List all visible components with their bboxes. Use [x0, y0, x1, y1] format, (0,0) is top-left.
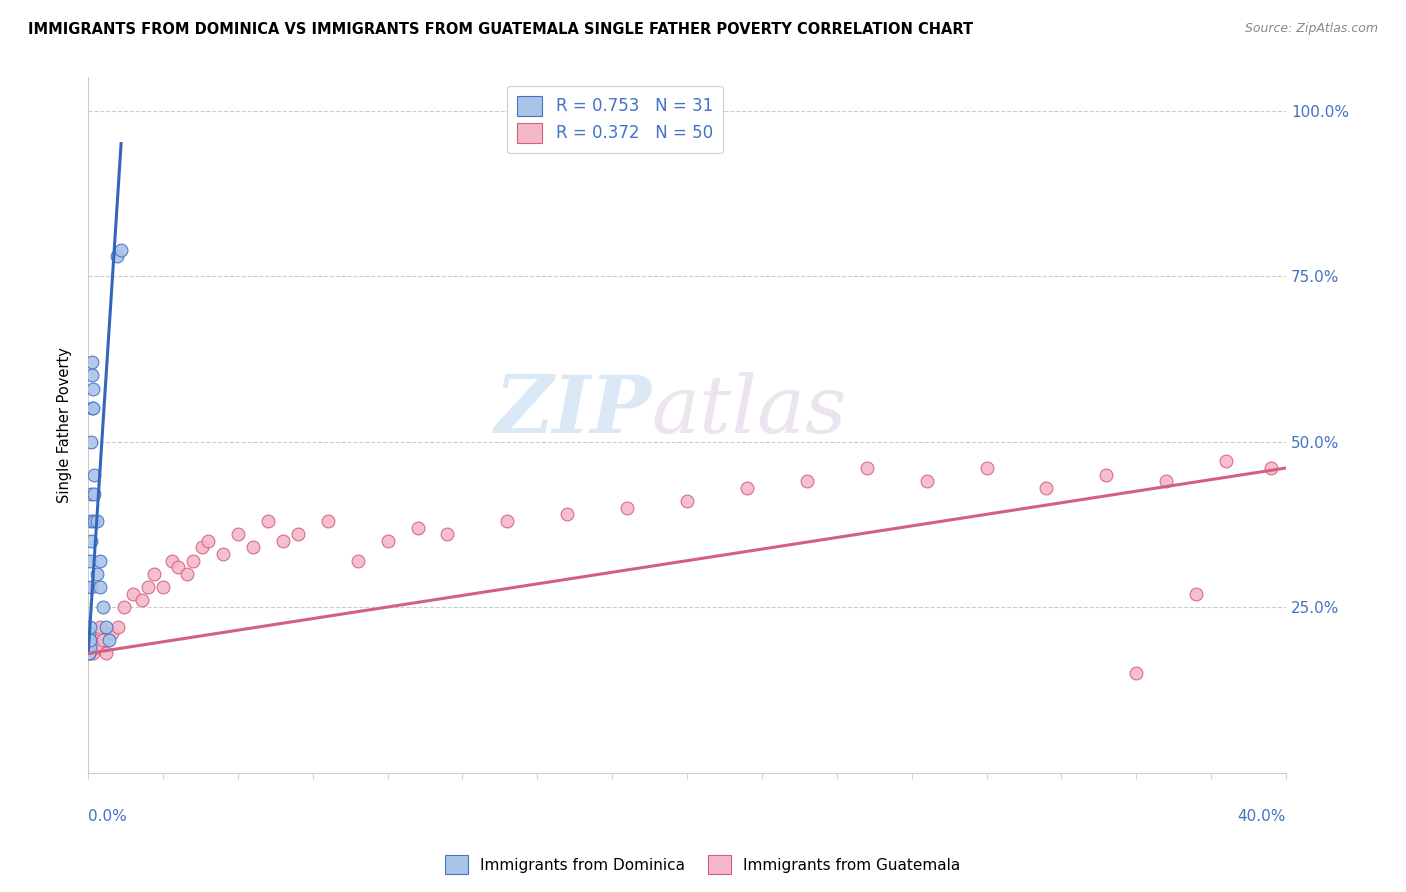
Point	[1095, 467, 1118, 482]
Point	[80, 434, 103, 449]
Point	[176, 566, 198, 581]
Point	[98, 633, 121, 648]
Point	[83, 633, 105, 648]
Point	[83, 487, 105, 501]
Point	[94, 646, 117, 660]
Point	[89, 554, 111, 568]
Point	[1035, 481, 1057, 495]
Point	[855, 461, 877, 475]
Point	[89, 620, 111, 634]
Point	[616, 500, 638, 515]
Point	[91, 633, 114, 648]
Point	[83, 467, 105, 482]
Legend: Immigrants from Dominica, Immigrants from Guatemala: Immigrants from Dominica, Immigrants fro…	[439, 849, 967, 880]
Point	[436, 527, 458, 541]
Legend: R = 0.753   N = 31, R = 0.372   N = 50: R = 0.753 N = 31, R = 0.372 N = 50	[508, 86, 723, 153]
Point	[796, 475, 818, 489]
Point	[143, 566, 166, 581]
Text: 40.0%: 40.0%	[1237, 809, 1286, 824]
Point	[89, 580, 111, 594]
Point	[131, 593, 153, 607]
Point	[86, 566, 108, 581]
Text: atlas: atlas	[651, 372, 846, 450]
Point	[1125, 666, 1147, 681]
Point	[79, 580, 101, 594]
Text: 0.0%: 0.0%	[89, 809, 127, 824]
Point	[496, 514, 519, 528]
Point	[735, 481, 758, 495]
Point	[406, 520, 429, 534]
Text: Source: ZipAtlas.com: Source: ZipAtlas.com	[1244, 22, 1378, 36]
Point	[256, 514, 278, 528]
Y-axis label: Single Father Poverty: Single Father Poverty	[58, 347, 72, 503]
Point	[107, 620, 129, 634]
Point	[555, 508, 578, 522]
Point	[160, 554, 183, 568]
Text: ZIP: ZIP	[495, 372, 651, 450]
Point	[80, 533, 103, 548]
Point	[1260, 461, 1282, 475]
Point	[181, 554, 204, 568]
Point	[112, 600, 135, 615]
Point	[82, 382, 104, 396]
Point	[82, 355, 104, 369]
Point	[287, 527, 309, 541]
Point	[226, 527, 249, 541]
Point	[94, 620, 117, 634]
Point	[77, 640, 100, 654]
Point	[77, 646, 100, 660]
Point	[167, 560, 190, 574]
Text: IMMIGRANTS FROM DOMINICA VS IMMIGRANTS FROM GUATEMALA SINGLE FATHER POVERTY CORR: IMMIGRANTS FROM DOMINICA VS IMMIGRANTS F…	[28, 22, 973, 37]
Point	[377, 533, 399, 548]
Point	[86, 640, 108, 654]
Point	[1185, 587, 1208, 601]
Point	[77, 640, 100, 654]
Point	[79, 646, 101, 660]
Point	[79, 626, 101, 640]
Point	[242, 541, 264, 555]
Point	[271, 533, 294, 548]
Point	[676, 494, 699, 508]
Point	[976, 461, 998, 475]
Point	[79, 646, 101, 660]
Point	[80, 514, 103, 528]
Point	[80, 487, 103, 501]
Point	[80, 401, 103, 416]
Point	[191, 541, 214, 555]
Point	[80, 368, 103, 383]
Point	[77, 633, 100, 648]
Point	[80, 640, 103, 654]
Point	[1154, 475, 1177, 489]
Point	[212, 547, 235, 561]
Point	[316, 514, 339, 528]
Point	[91, 600, 114, 615]
Point	[82, 401, 104, 416]
Point	[110, 243, 132, 257]
Point	[346, 554, 368, 568]
Point	[79, 640, 101, 654]
Point	[122, 587, 145, 601]
Point	[79, 620, 101, 634]
Point	[82, 646, 104, 660]
Point	[136, 580, 159, 594]
Point	[915, 475, 938, 489]
Point	[1215, 454, 1237, 468]
Point	[105, 249, 128, 263]
Point	[101, 626, 124, 640]
Point	[86, 514, 108, 528]
Point	[83, 514, 105, 528]
Point	[79, 554, 101, 568]
Point	[79, 633, 101, 648]
Point	[152, 580, 174, 594]
Point	[197, 533, 219, 548]
